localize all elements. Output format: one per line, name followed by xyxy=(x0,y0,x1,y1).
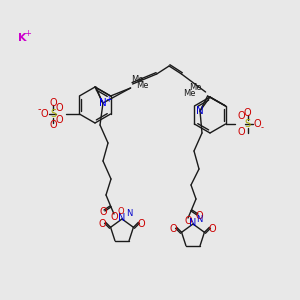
Text: O: O xyxy=(244,108,251,118)
Text: S: S xyxy=(50,109,56,119)
Text: O: O xyxy=(138,219,145,229)
Text: O: O xyxy=(110,212,118,222)
Text: Me: Me xyxy=(189,83,202,92)
Text: O: O xyxy=(118,206,124,215)
Text: N: N xyxy=(99,98,107,108)
Text: O: O xyxy=(50,120,57,130)
Text: O: O xyxy=(208,224,216,234)
Text: O: O xyxy=(184,216,192,226)
Text: Me: Me xyxy=(131,76,144,85)
Text: O: O xyxy=(238,111,245,121)
Text: Me: Me xyxy=(136,82,149,91)
Text: N: N xyxy=(118,213,126,223)
Text: Me: Me xyxy=(183,89,196,98)
Text: O: O xyxy=(170,224,177,234)
Text: S: S xyxy=(244,119,251,129)
Text: O: O xyxy=(56,115,63,125)
Text: N: N xyxy=(126,209,132,218)
Text: O: O xyxy=(99,219,106,229)
Text: N: N xyxy=(189,218,197,228)
Text: O: O xyxy=(195,211,203,221)
Text: O: O xyxy=(99,207,107,217)
Text: -: - xyxy=(38,104,41,114)
Text: N: N xyxy=(196,214,202,224)
Text: O: O xyxy=(50,98,57,108)
Text: -: - xyxy=(261,124,264,133)
Text: O: O xyxy=(238,127,245,137)
Text: N: N xyxy=(196,106,204,116)
Text: O: O xyxy=(56,103,63,113)
Text: O: O xyxy=(254,119,261,129)
Text: +: + xyxy=(25,29,32,38)
Text: O: O xyxy=(40,109,48,119)
Text: +: + xyxy=(105,94,111,103)
Text: K: K xyxy=(18,33,26,43)
